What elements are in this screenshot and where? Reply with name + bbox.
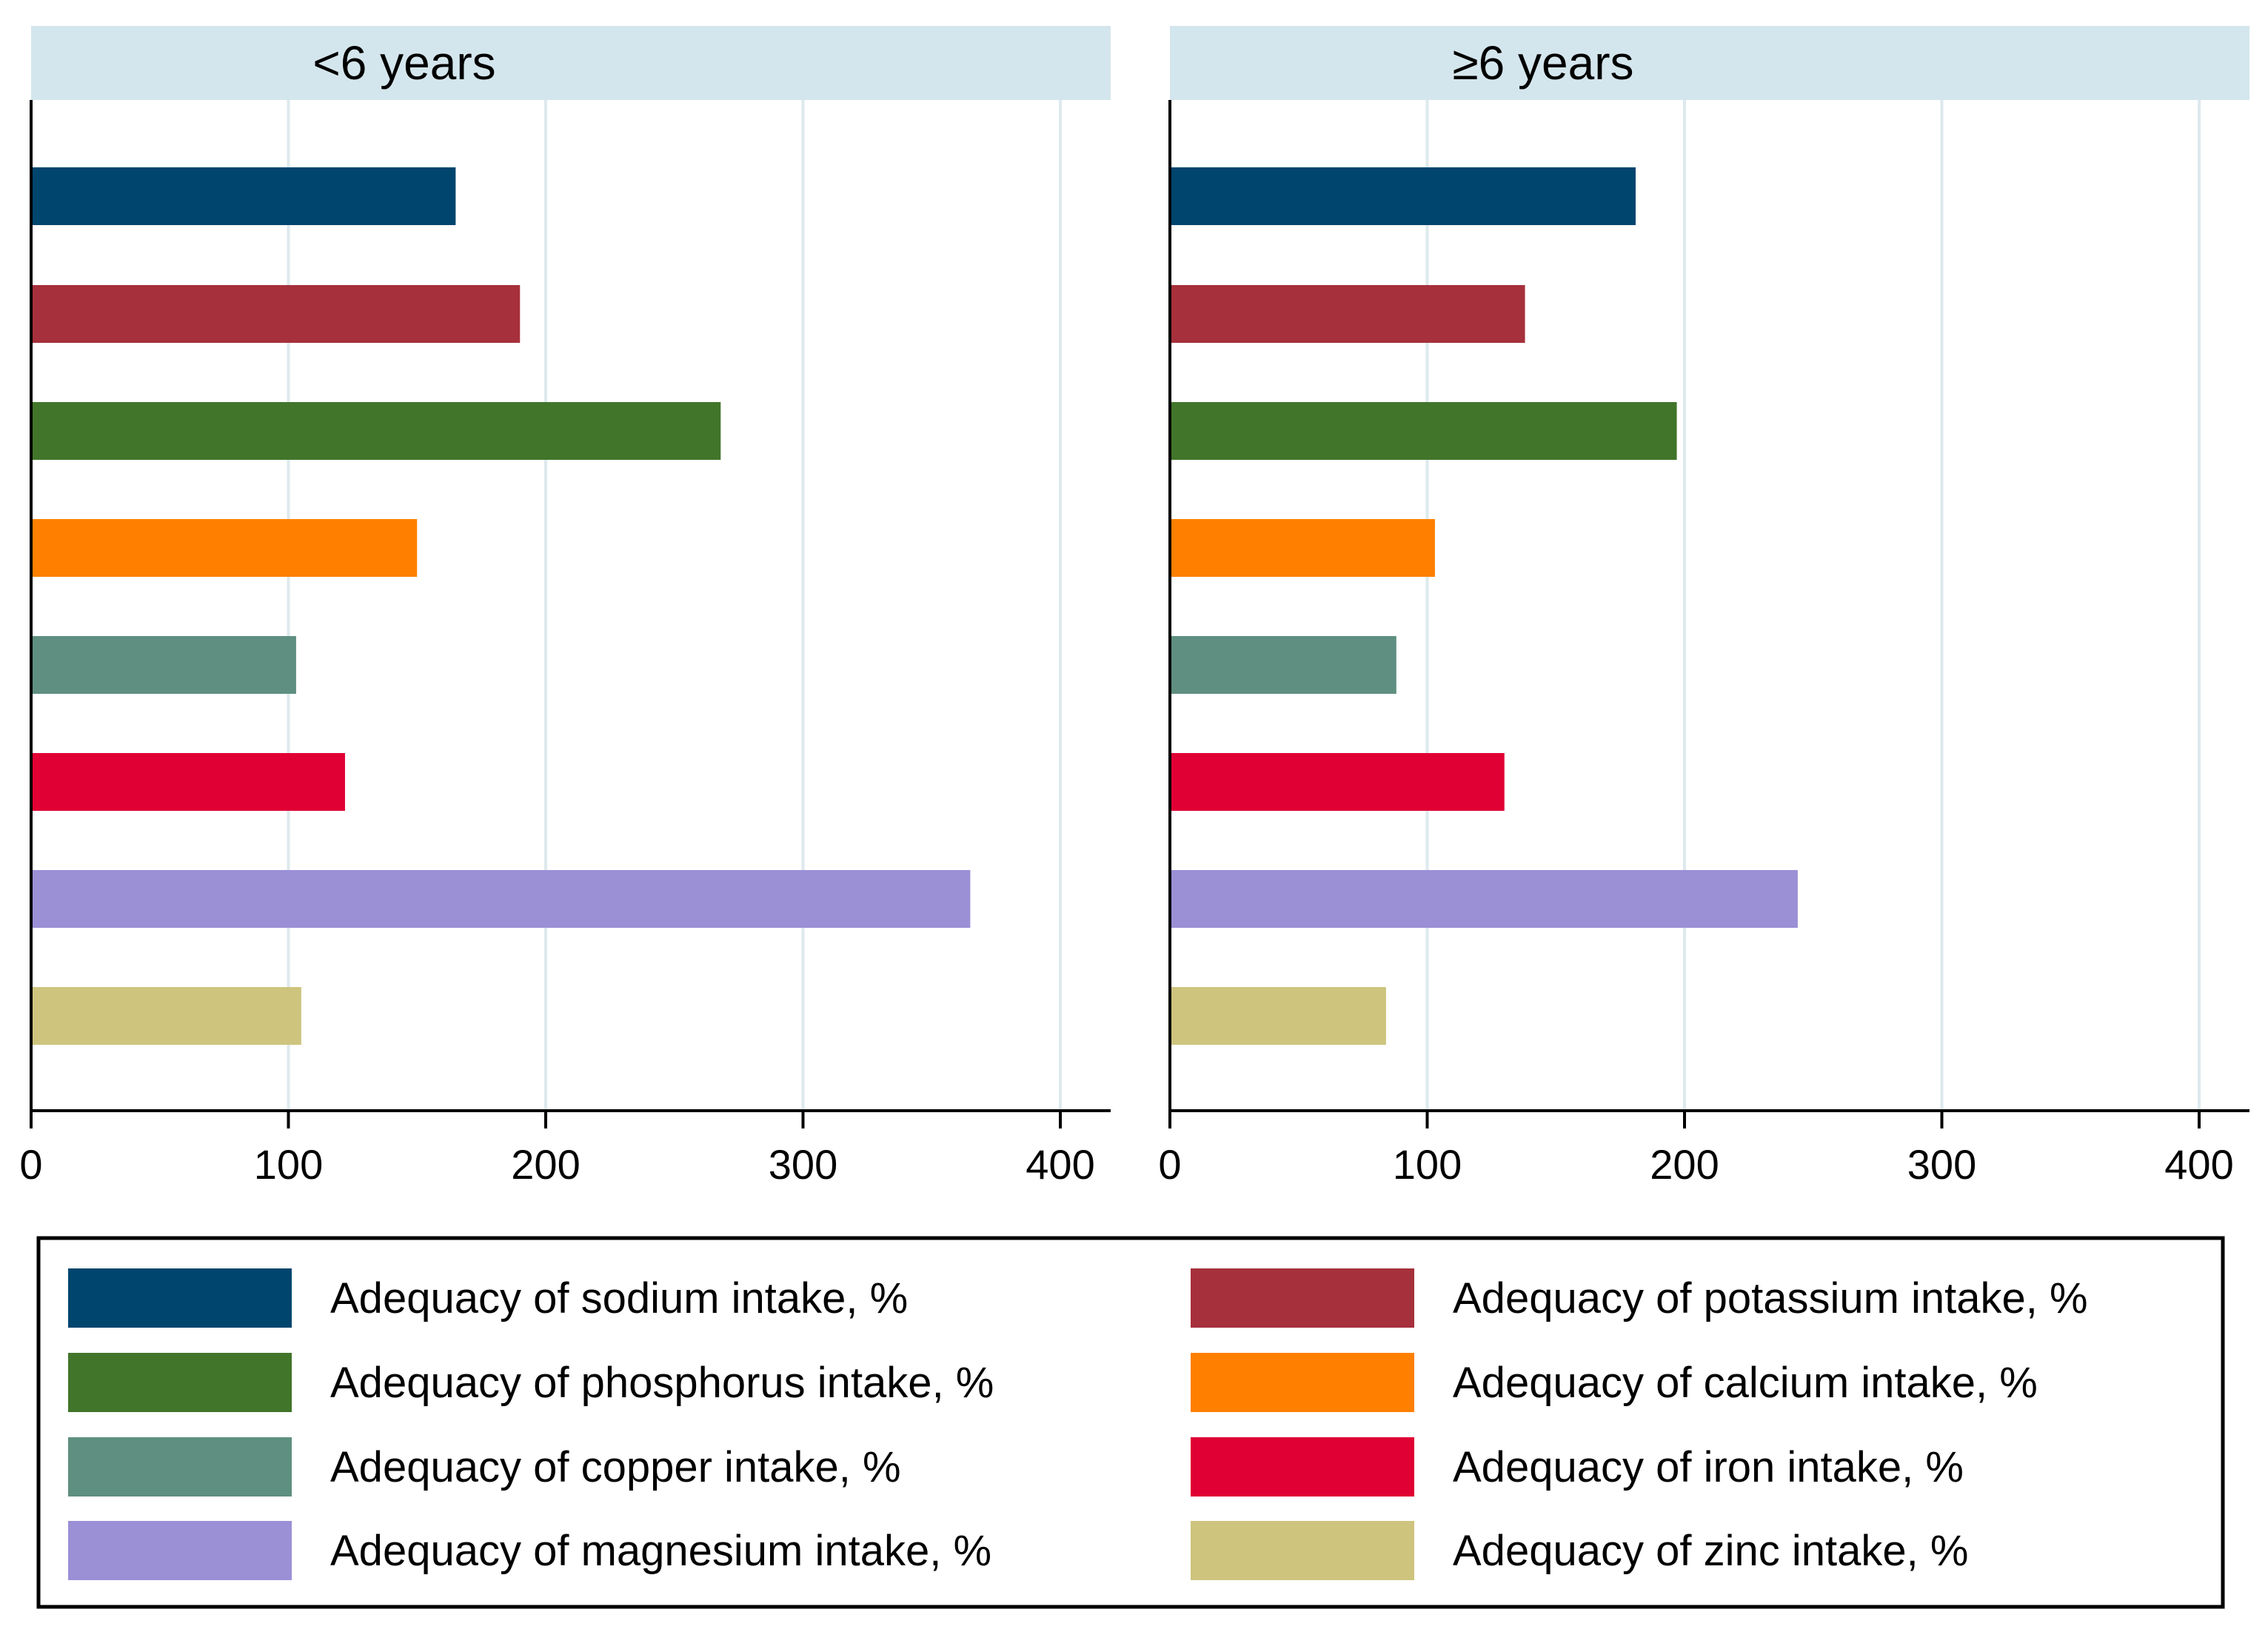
- legend-label: Adequacy of phosphorus intake, %: [330, 1359, 994, 1407]
- bar: [33, 870, 971, 928]
- legend-swatch: [1191, 1521, 1414, 1580]
- x-tick-label: 200: [1650, 1141, 1719, 1188]
- legend-label: Adequacy of iron intake, %: [1453, 1443, 1964, 1491]
- bar: [1171, 519, 1435, 577]
- legend-item: Adequacy of zinc intake, %: [1191, 1521, 1968, 1580]
- x-tick-label: 400: [2164, 1141, 2233, 1188]
- legend-item: Adequacy of calcium intake, %: [1191, 1353, 2038, 1412]
- panel-header: [1170, 26, 2249, 100]
- bar: [33, 987, 301, 1045]
- legend-swatch: [1191, 1437, 1414, 1496]
- bar: [33, 636, 296, 694]
- legend-box: [36, 1236, 2225, 1609]
- bar: [33, 167, 456, 225]
- legend: Adequacy of sodium intake, % Adequacy of …: [36, 1236, 2225, 1609]
- legend-label: Adequacy of potassium intake, %: [1453, 1274, 2088, 1322]
- panel-header: [31, 26, 1111, 100]
- legend-item: Adequacy of magnesium intake, %: [68, 1521, 991, 1580]
- legend-swatch: [68, 1353, 292, 1412]
- x-tick-label: 0: [19, 1141, 42, 1188]
- panel-1: <6 years 0 100 200 300 400: [19, 26, 1111, 1188]
- bar: [33, 519, 418, 577]
- legend-swatch: [68, 1268, 292, 1328]
- panel-title: <6 years: [312, 36, 495, 90]
- legend-swatch: [68, 1521, 292, 1580]
- bar: [1171, 870, 1798, 928]
- bar: [33, 285, 521, 343]
- x-tick-label: 100: [1393, 1141, 1462, 1188]
- bar: [33, 402, 721, 460]
- x-tick-label: 100: [254, 1141, 323, 1188]
- panel-title: ≥6 years: [1453, 36, 1634, 90]
- legend-label: Adequacy of zinc intake, %: [1453, 1527, 1968, 1575]
- x-tick-label: 200: [511, 1141, 580, 1188]
- bar: [1171, 167, 1636, 225]
- x-tick-label: 0: [1158, 1141, 1181, 1188]
- bar: [1171, 987, 1386, 1045]
- bar: [1171, 285, 1525, 343]
- legend-label: Adequacy of magnesium intake, %: [330, 1527, 991, 1575]
- x-tick-label: 300: [769, 1141, 837, 1188]
- x-tick-label: 300: [1907, 1141, 1976, 1188]
- bar: [33, 753, 345, 811]
- legend-item: Adequacy of iron intake, %: [1191, 1437, 1964, 1496]
- legend-label: Adequacy of calcium intake, %: [1453, 1359, 2038, 1407]
- legend-swatch: [1191, 1268, 1414, 1328]
- legend-swatch: [68, 1437, 292, 1496]
- panels: <6 years 0 100 200 300 400 ≥6 years 0 100 200 300 4…: [19, 26, 2249, 1188]
- legend-item: Adequacy of phosphorus intake, %: [68, 1353, 994, 1412]
- legend-item: Adequacy of sodium intake, %: [68, 1268, 908, 1328]
- legend-item: Adequacy of potassium intake, %: [1191, 1268, 2088, 1328]
- panel-2: ≥6 years 0 100 200 300 400: [1158, 26, 2249, 1188]
- bar: [1171, 402, 1677, 460]
- legend-item: Adequacy of copper intake, %: [68, 1437, 901, 1496]
- legend-swatch: [1191, 1353, 1414, 1412]
- bar: [1171, 636, 1396, 694]
- bar: [1171, 753, 1505, 811]
- legend-label: Adequacy of copper intake, %: [330, 1443, 901, 1491]
- x-tick-label: 400: [1026, 1141, 1094, 1188]
- legend-label: Adequacy of sodium intake, %: [330, 1274, 908, 1322]
